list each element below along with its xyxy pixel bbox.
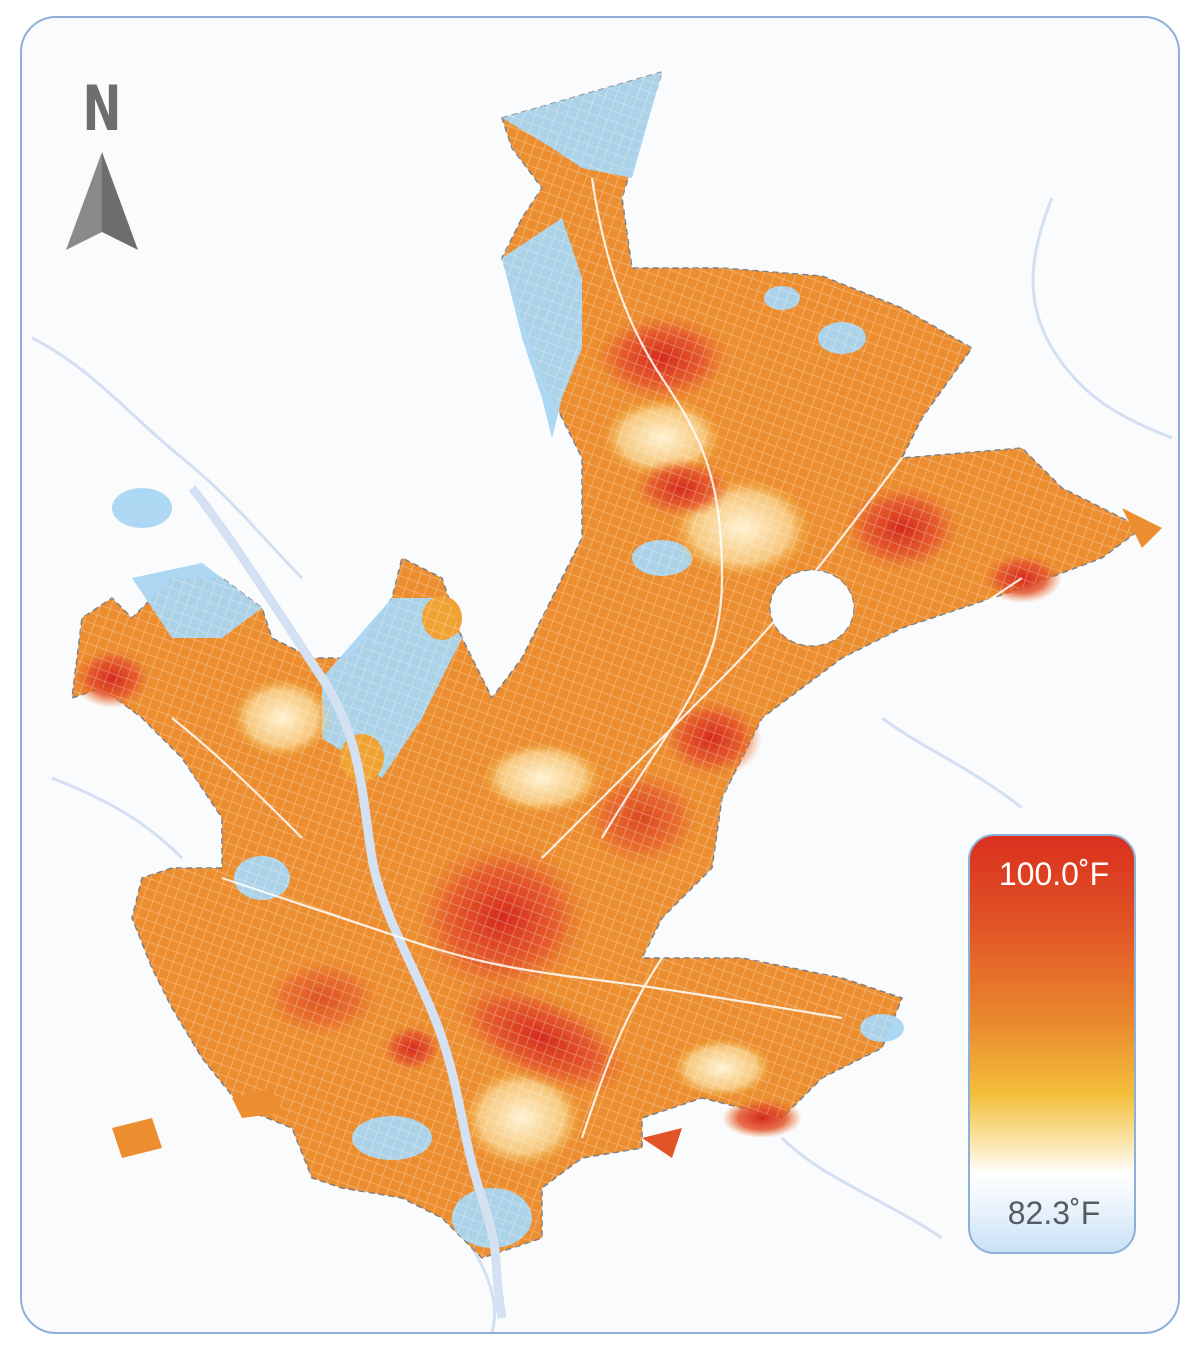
street-grid (72, 72, 1142, 1258)
north-label: N (82, 72, 122, 145)
major-roads (171, 177, 1023, 1139)
river (188, 485, 507, 1319)
excluded-area (769, 569, 855, 647)
temperature-legend: 100.0˚F 82.3˚F (968, 834, 1136, 1254)
city-heat-region (71, 70, 1144, 1319)
map-frame: N (20, 16, 1180, 1334)
outlying-patches (112, 508, 1162, 1158)
legend-max-label: 100.0˚F (998, 856, 1110, 892)
legend-min-label: 82.3˚F (1007, 1195, 1101, 1231)
north-arrow-icon (66, 152, 138, 250)
heat-map[interactable] (22, 18, 1178, 1332)
north-indicator: N (66, 76, 138, 256)
